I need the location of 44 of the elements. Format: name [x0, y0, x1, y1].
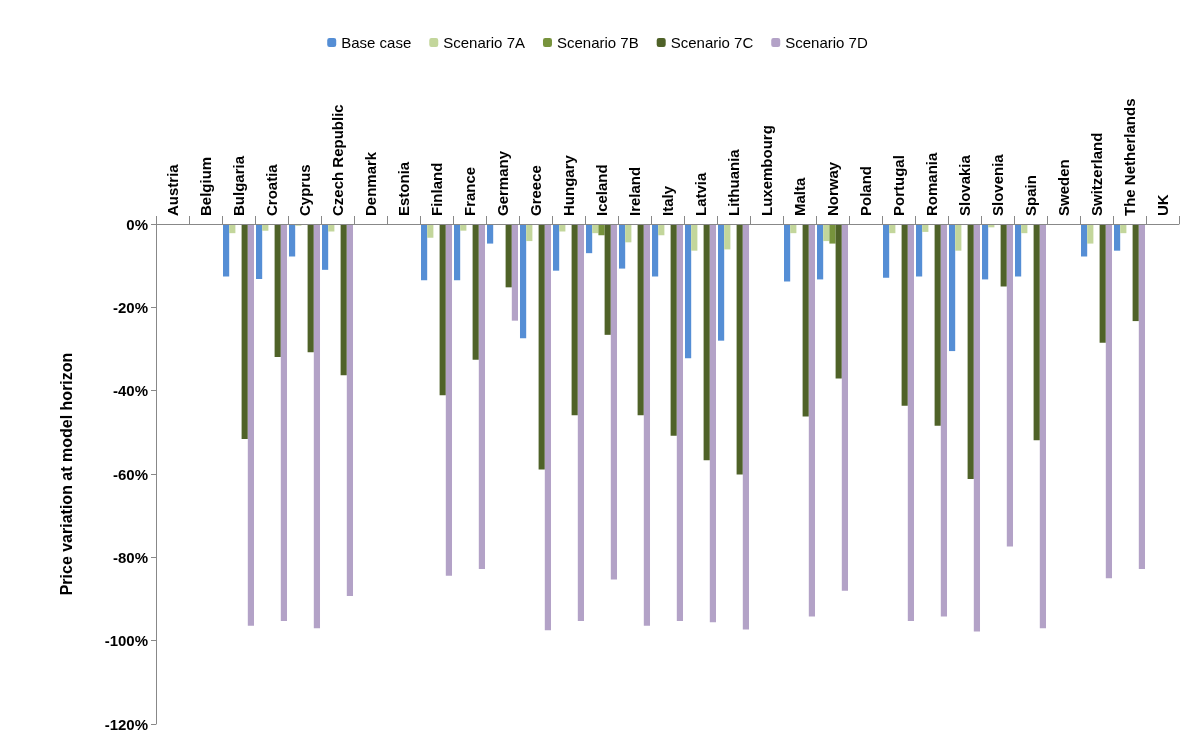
legend-label: Scenario 7D — [785, 34, 868, 51]
legend-label: Scenario 7A — [443, 34, 525, 51]
x-tick-label: Greece — [527, 165, 544, 216]
x-tick-label: Iceland — [593, 164, 610, 216]
y-tick-label: 0% — [126, 215, 148, 233]
x-tick-label: Croatia — [263, 163, 280, 216]
x-tick-label: Ireland — [626, 166, 643, 216]
x-tick-label: Czech Republic — [329, 104, 346, 216]
legend-label: Base case — [341, 34, 412, 51]
x-tick-label: UK — [1154, 194, 1171, 216]
x-tick-label: Germany — [494, 150, 511, 216]
x-tick-label: Bulgaria — [230, 155, 247, 216]
legend-label: Scenario 7B — [556, 34, 639, 51]
x-tick-label: Italy — [659, 185, 676, 216]
y-tick-label: -100% — [104, 632, 148, 650]
y-tick-label: -20% — [112, 298, 148, 316]
x-tick-label: Poland — [857, 165, 874, 216]
legend-label: Scenario 7C — [670, 34, 754, 51]
x-tick-label: Estonia — [395, 161, 412, 216]
y-tick-label: -80% — [112, 548, 148, 566]
x-tick-label: Sweden — [1055, 159, 1072, 216]
x-tick-label: Denmark — [362, 151, 379, 216]
y-axis-title: Price variation at model horizon — [57, 352, 75, 596]
x-tick-label: Slovakia — [956, 154, 973, 216]
x-tick-label: Austria — [164, 163, 181, 216]
x-tick-label: Belgium — [197, 156, 214, 216]
x-tick-label: Finland — [428, 162, 445, 216]
x-tick-label: The Netherlands — [1121, 98, 1138, 216]
x-tick-label: Malta — [791, 177, 808, 216]
x-tick-label: Latvia — [692, 171, 709, 216]
y-tick-label: -120% — [104, 715, 148, 733]
x-tick-label: Portugal — [890, 155, 907, 216]
x-tick-label: Spain — [1022, 175, 1039, 216]
y-tick-label: -40% — [112, 382, 148, 400]
x-tick-label: Switzerland — [1088, 132, 1105, 216]
x-tick-label: Hungary — [560, 154, 577, 216]
x-tick-label: Norway — [824, 161, 841, 216]
x-tick-label: France — [461, 166, 478, 216]
y-tick-label: -60% — [112, 465, 148, 483]
x-tick-label: Lithuania — [725, 148, 742, 216]
x-tick-label: Slovenia — [989, 153, 1006, 216]
x-tick-label: Cyprus — [296, 164, 313, 216]
x-tick-label: Luxembourg — [758, 125, 775, 216]
x-tick-label: Romania — [923, 152, 940, 216]
